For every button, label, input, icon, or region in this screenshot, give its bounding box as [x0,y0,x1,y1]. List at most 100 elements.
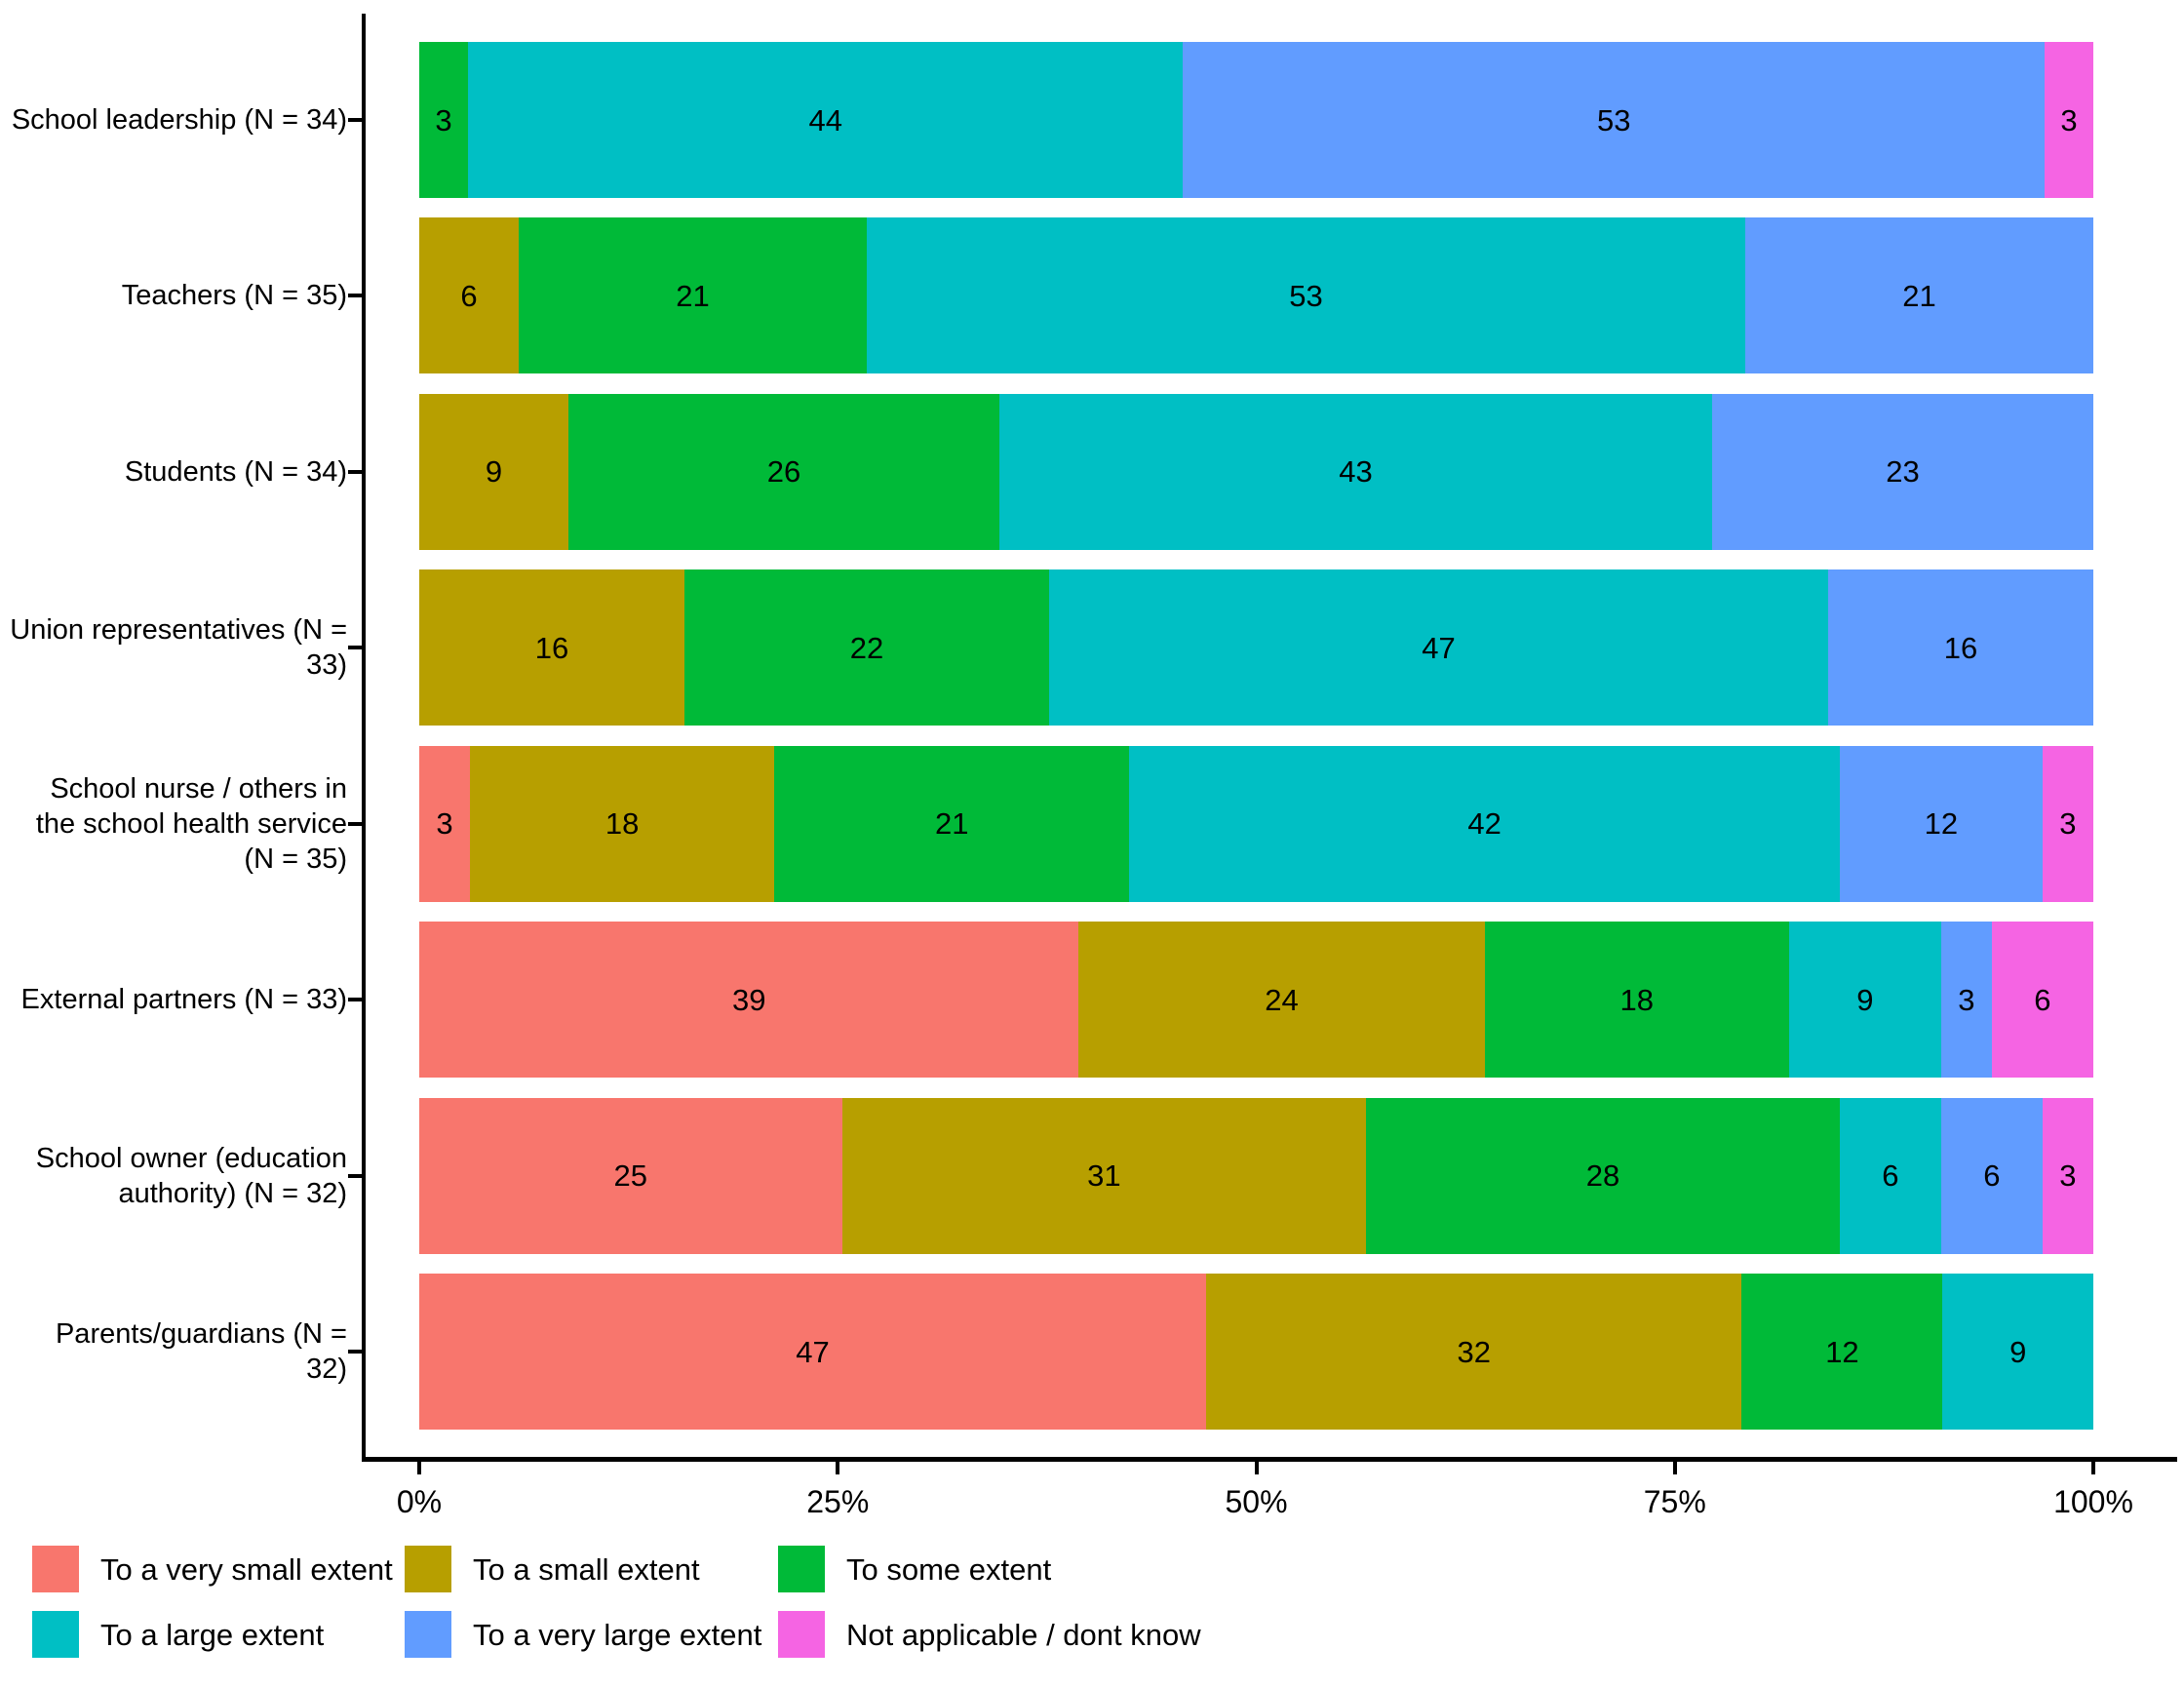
category-label: School nurse / others in the school heal… [35,772,347,875]
bar-segment-value: 3 [1958,982,1975,1017]
legend-swatch [32,1611,79,1658]
bar-segment: 21 [774,745,1130,902]
bar-segment: 6 [1940,1097,2043,1254]
x-tick-label: 25% [806,1484,870,1519]
category-label: Students (N = 34) [124,455,347,488]
bar-segment: 9 [1788,922,1941,1079]
bar-segment: 3 [2042,1097,2093,1254]
bar-segment-value: 12 [1924,806,1959,842]
bar-segment-value: 21 [676,278,710,313]
bar-segment: 53 [1183,42,2045,198]
bar-segment: 21 [519,217,867,374]
legend-label: To a large extent [100,1617,325,1652]
bar-segment: 44 [468,42,1184,198]
legend-item: Not applicable / dont know [778,1611,1201,1658]
bar-segment-value: 9 [2009,1334,2027,1369]
bar-segment: 39 [419,922,1079,1079]
bar-segment-value: 6 [2034,982,2051,1017]
category-label: External partners (N = 33) [20,984,347,1016]
bar-segment-value: 12 [1825,1334,1859,1369]
bar-segment-value: 16 [534,630,569,665]
bar-segment-value: 31 [1087,1158,1121,1194]
bar-segment: 21 [1745,217,2093,374]
bar-row: 39 24 18 9 3 6 [419,922,2093,1079]
bar-segment: 6 [1991,922,2093,1079]
bar-segment: 3 [1940,922,1992,1079]
bar-segment: 3 [419,42,468,198]
category-label: School leadership (N = 34) [11,104,347,136]
y-tick [348,998,362,1002]
bar-segment-value: 3 [2060,102,2078,137]
bar-segment-value: 26 [766,454,801,490]
category-label: School owner (education authority) (N = … [35,1142,347,1209]
bar-segment: 43 [998,393,1712,550]
x-tick-label: 50% [1225,1484,1288,1519]
legend-swatch [778,1611,825,1658]
legend-item: To a very large extent [405,1611,761,1658]
legend-item: To a very small extent [32,1546,393,1592]
bar-segment-value: 18 [604,806,640,842]
bar-segment: 28 [1366,1097,1840,1254]
bar-row: 6 21 53 21 [419,217,2093,374]
bar-segment-value: 39 [731,982,766,1017]
y-axis-line [362,14,366,1462]
bar-segment-value: 21 [1902,278,1936,313]
bar-segment: 47 [1049,569,1828,726]
bar-segment: 32 [1205,1274,1742,1430]
bar-row: 16 22 47 16 [419,569,2093,726]
bar-row: 25 31 28 6 6 3 [419,1097,2093,1254]
legend-label: To a small extent [473,1551,700,1587]
category-label: Parents/guardians (N = 32) [55,1318,347,1385]
bar-row: 3 44 53 3 [419,42,2093,198]
bar-segment: 42 [1129,745,1840,902]
bar-segment-value: 3 [2059,806,2077,842]
bar-segment: 18 [470,745,775,902]
bar-segment: 47 [419,1274,1206,1430]
bar-segment-value: 21 [935,806,969,842]
legend-item: To some extent [778,1546,1051,1592]
bar-segment-value: 47 [796,1334,830,1369]
legend-swatch [32,1546,79,1592]
x-tick [1672,1462,1677,1474]
bar-segment: 16 [419,569,684,726]
bar-segment: 18 [1484,922,1789,1079]
bar-segment: 3 [2042,745,2093,902]
legend-label: To a very small extent [100,1551,393,1587]
bar-segment-value: 53 [1596,102,1631,137]
bar-segment-value: 9 [485,454,503,490]
x-tick-label: 100% [2053,1484,2133,1519]
bar-segment: 16 [1828,569,2093,726]
bar-segment-value: 22 [849,630,884,665]
bar-segment: 25 [419,1097,842,1254]
bar-segment: 9 [1942,1274,2093,1430]
bar-segment-value: 25 [613,1158,648,1194]
legend-swatch [778,1546,825,1592]
x-tick [1254,1462,1259,1474]
legend-item: To a small extent [405,1546,700,1592]
bar-row: 9 26 43 23 [419,393,2093,550]
bar-segment-value: 32 [1457,1334,1491,1369]
bar-segment: 6 [1839,1097,1941,1254]
bar-segment: 9 [419,393,568,550]
category-label: Union representatives (N = 33) [10,614,347,682]
bar-segment: 12 [1741,1274,1943,1430]
y-tick [348,294,362,298]
y-tick [348,469,362,474]
bar-segment-value: 9 [1856,982,1874,1017]
bar-segment-value: 3 [436,806,453,842]
y-tick [348,118,362,122]
legend-swatch [405,1611,451,1658]
legend-label: To some extent [846,1551,1052,1587]
legend-label: To a very large extent [473,1617,762,1652]
bar-row: 3 18 21 42 12 3 [419,745,2093,902]
bar-segment-value: 43 [1339,454,1373,490]
y-tick [348,1173,362,1178]
bar-segment-value: 42 [1467,806,1502,842]
bar-segment-value: 23 [1886,454,1920,490]
bar-segment-value: 3 [435,102,452,137]
bar-row: 47 32 12 9 [419,1274,2093,1430]
y-tick [348,821,362,826]
bar-segment: 24 [1078,922,1485,1079]
x-tick [2091,1462,2095,1474]
bar-segment-value: 18 [1619,982,1654,1017]
